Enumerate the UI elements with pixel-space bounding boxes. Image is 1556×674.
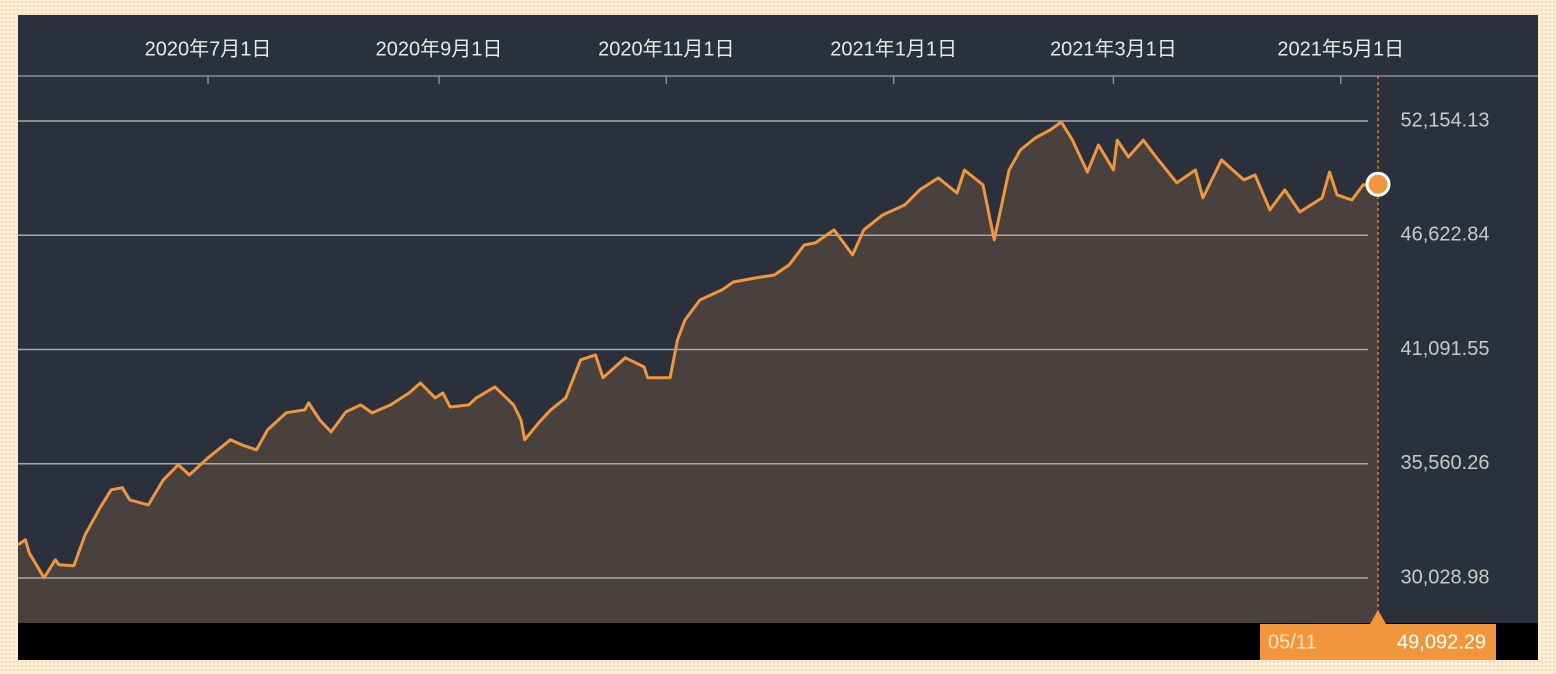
tooltip-date: 05/11 [1268, 631, 1317, 653]
y-tick-label: 52,154.13 [1401, 109, 1490, 131]
last-point [1365, 171, 1391, 197]
area [18, 122, 1378, 623]
y-tick-label: 35,560.26 [1401, 452, 1490, 474]
y-tick-label: 30,028.98 [1401, 566, 1490, 588]
x-tick-label: 2020年11月1日 [598, 37, 734, 60]
x-tick-label: 2020年9月1日 [376, 37, 503, 60]
y-tick-label: 41,091.55 [1401, 338, 1490, 360]
tooltip-box [1260, 624, 1496, 660]
x-tick-label: 2021年3月1日 [1050, 37, 1177, 60]
y-tick-label: 46,622.84 [1401, 224, 1490, 246]
x-tick-label: 2021年1月1日 [830, 37, 957, 60]
x-tick-label: 2020年7月1日 [145, 37, 272, 60]
crosshair-pointer [1370, 610, 1386, 624]
tooltip-value: 49,092.29 [1397, 631, 1486, 653]
x-tick-label: 2021年5月1日 [1277, 37, 1404, 60]
line [17, 120, 1379, 580]
